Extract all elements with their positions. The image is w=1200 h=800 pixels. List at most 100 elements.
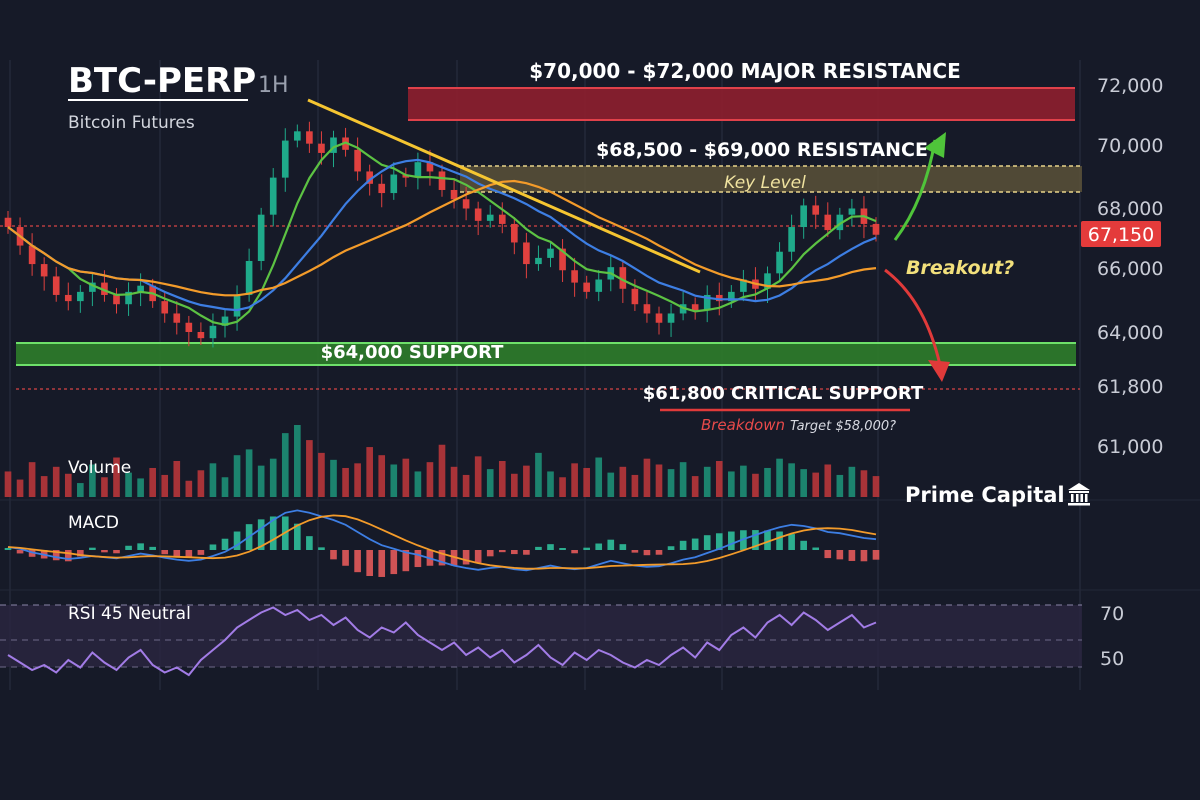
macd-signal-line xyxy=(7,514,877,570)
rsi-line xyxy=(7,606,877,677)
major-resistance-label: $70,000 - $72,000 MAJOR RESISTANCE xyxy=(529,59,961,83)
volume-bar xyxy=(197,470,205,497)
macd-bar xyxy=(342,550,349,566)
macd-bar xyxy=(125,545,132,550)
candle-body xyxy=(414,162,422,178)
candle-body xyxy=(4,217,12,228)
macd-bar xyxy=(16,550,24,554)
candle-body xyxy=(257,214,265,261)
candle-body xyxy=(209,325,217,339)
macd-bar xyxy=(161,550,169,555)
volume-bar xyxy=(498,461,506,497)
candle-body xyxy=(221,316,229,326)
volume-bar xyxy=(161,474,169,497)
volume-bar xyxy=(691,476,699,497)
macd-bar xyxy=(113,550,120,554)
volume-bar xyxy=(523,465,530,497)
volume-bar xyxy=(354,463,361,497)
candle-body xyxy=(728,291,735,302)
macd-bar xyxy=(788,534,795,550)
volume-bar xyxy=(137,478,144,497)
macd-bar xyxy=(89,547,96,550)
macd-bar xyxy=(764,530,771,550)
macd-bar xyxy=(679,540,687,550)
critical-support-label: $61,800 CRITICAL SUPPORT xyxy=(643,383,924,404)
volume-bar xyxy=(306,440,313,497)
volume-bar xyxy=(728,471,735,497)
macd-bar xyxy=(872,550,880,560)
volume-bar xyxy=(342,467,349,497)
macd-bar xyxy=(860,550,868,562)
ma-fast-line xyxy=(7,141,877,326)
candle-body xyxy=(125,291,132,305)
candle-body xyxy=(77,291,84,302)
volume-bar xyxy=(4,471,12,497)
macd-bar xyxy=(812,547,820,550)
candle-body xyxy=(788,227,795,252)
macd-histogram xyxy=(4,516,880,577)
macd-bar xyxy=(703,535,711,550)
candle-body xyxy=(691,304,699,311)
macd-bar xyxy=(137,543,144,550)
candle-body xyxy=(462,199,470,209)
y-axis: 72,000 70,000 68,000 66,000 64,000 61,80… xyxy=(1097,75,1163,458)
volume-bar xyxy=(559,477,566,497)
volume-pane-title: Volume xyxy=(68,458,131,478)
candle-body xyxy=(390,174,398,194)
volume-bar xyxy=(848,466,856,497)
volume-bar xyxy=(402,458,410,497)
y-tick: 64,000 xyxy=(1097,322,1163,344)
macd-bar xyxy=(667,546,675,550)
macd-bar xyxy=(64,550,72,562)
macd-lines xyxy=(7,509,877,572)
y-tick: 72,000 xyxy=(1097,75,1163,97)
volume-bar xyxy=(426,462,434,497)
volume-bar xyxy=(185,480,193,497)
volume-bar xyxy=(125,472,132,497)
volume-bar xyxy=(281,433,289,497)
support-zone xyxy=(16,342,1076,366)
volume-bar xyxy=(294,425,301,497)
macd-bar xyxy=(595,543,603,550)
candle-body xyxy=(173,313,181,323)
macd-bar xyxy=(378,550,386,577)
volume-bar xyxy=(233,455,241,497)
macd-bar xyxy=(306,536,313,550)
volume-bar xyxy=(486,469,494,497)
rsi-pane-title: RSI 45 Neutral xyxy=(68,604,191,624)
volume-bar xyxy=(631,474,639,497)
macd-bar xyxy=(715,533,723,550)
volume-bar xyxy=(764,467,771,497)
macd-bar xyxy=(221,538,229,550)
candle-body xyxy=(354,149,361,172)
volume-bar xyxy=(788,463,795,497)
volume-bar xyxy=(715,461,723,497)
volume-bar xyxy=(547,471,554,497)
candle-body xyxy=(812,205,820,215)
macd-bar xyxy=(631,550,639,553)
candle-body xyxy=(294,131,301,141)
candle-body xyxy=(595,279,603,292)
volume-bar xyxy=(860,470,868,497)
macd-bar xyxy=(173,550,181,557)
candle-body xyxy=(631,288,639,305)
y-tick: 61,000 xyxy=(1097,436,1163,458)
macd-bar xyxy=(583,547,590,550)
volume-bar xyxy=(318,452,325,497)
candle-body xyxy=(40,264,48,277)
timeframe-label: 1H xyxy=(258,73,289,98)
volume-bar xyxy=(101,477,108,497)
macd-bar xyxy=(414,550,422,568)
volume-bar xyxy=(40,476,48,497)
candle-body xyxy=(318,143,325,153)
macd-bar xyxy=(354,550,361,573)
volume-bar xyxy=(330,459,337,497)
candle-body xyxy=(547,248,554,258)
candle-body xyxy=(655,313,663,323)
volume-bar xyxy=(643,458,651,497)
candle-body xyxy=(715,294,723,302)
macd-bar xyxy=(511,550,518,555)
volume-bar xyxy=(462,474,470,497)
ma-mid-line xyxy=(7,158,877,312)
macd-bar xyxy=(547,544,554,550)
